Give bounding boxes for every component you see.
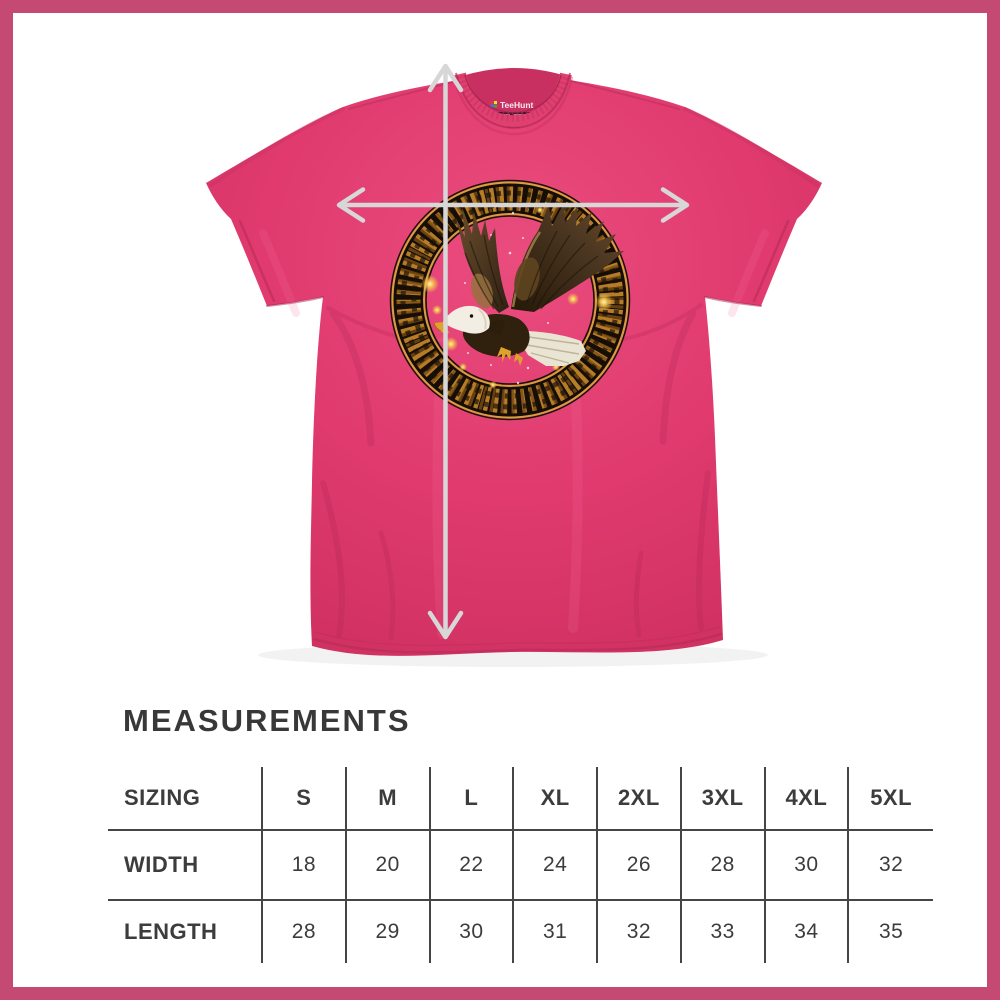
eagle-left-wing [456,207,509,313]
row-label-length: LENGTH [108,901,263,963]
eagle-talon-left [497,347,511,362]
feather-lines [464,230,599,310]
brand-label-text: TeeHunt [500,100,534,110]
length-5xl: 35 [878,920,904,943]
tshirt: TeeHunt [206,68,822,656]
row-label-width: WIDTH [108,831,263,901]
size-table: SIZING S M L XL 2XL 3XL 4XL 5XL WIDTH 18… [108,767,933,963]
collar-outer-edge [455,72,571,129]
right-wing-covert [514,257,540,301]
width-2xl: 26 [598,831,682,901]
tshirt-product-image: TeeHunt [206,63,822,667]
width-xl: 24 [514,831,598,901]
length-4xl: 34 [766,901,850,963]
col-header-2xl: 2XL [598,767,682,831]
length-arrow-icon [427,63,464,640]
brand-logo-icon-3 [490,104,494,108]
brand-logo-icon-2 [494,101,497,104]
eagle-tail [520,331,586,366]
eagle-eye [469,314,474,318]
col-header-4xl: 4XL [765,767,850,831]
brand-logo-icon [490,101,494,104]
length-xl: 31 [514,901,598,963]
width-3xl: 28 [681,831,766,901]
width-s: 18 [263,831,347,901]
col-header-xl: XL [514,767,598,831]
width-l: 22 [430,831,515,901]
width-5xl: 32 [849,831,933,901]
head-shading [478,308,487,330]
length-2xl: 32 [598,901,682,963]
col-header-5xl: 5XL [849,767,933,831]
eagle [433,203,624,366]
beak-hook [433,322,442,332]
col-header-m: M [346,767,431,831]
eagle-right-wing [511,203,624,312]
width-m: 20 [346,831,431,901]
collar-inner-edge [464,74,562,114]
length-l: 30 [431,901,515,963]
length-m: 29 [347,901,431,963]
length-3xl: 33 [682,901,766,963]
eagle-talon-right [514,353,523,366]
collar-chest-shadow [452,76,574,136]
collar: TeeHunt [452,68,574,136]
width-4xl: 30 [765,831,850,901]
fabric-wrinkles [320,303,711,641]
width-arrow-icon [336,187,690,223]
col-header-s: S [263,767,347,831]
eagle-head [443,305,490,334]
col-header-3xl: 3XL [681,767,766,831]
col-header-l: L [430,767,515,831]
brand-logo-icon-4 [494,104,497,108]
length-s: 28 [263,901,347,963]
tshirt-body [206,71,822,656]
tail-streaks [526,336,580,364]
table-header-sizing: SIZING [108,767,263,831]
collar-band [454,72,572,128]
page-title: MEASUREMENTS [123,703,411,738]
